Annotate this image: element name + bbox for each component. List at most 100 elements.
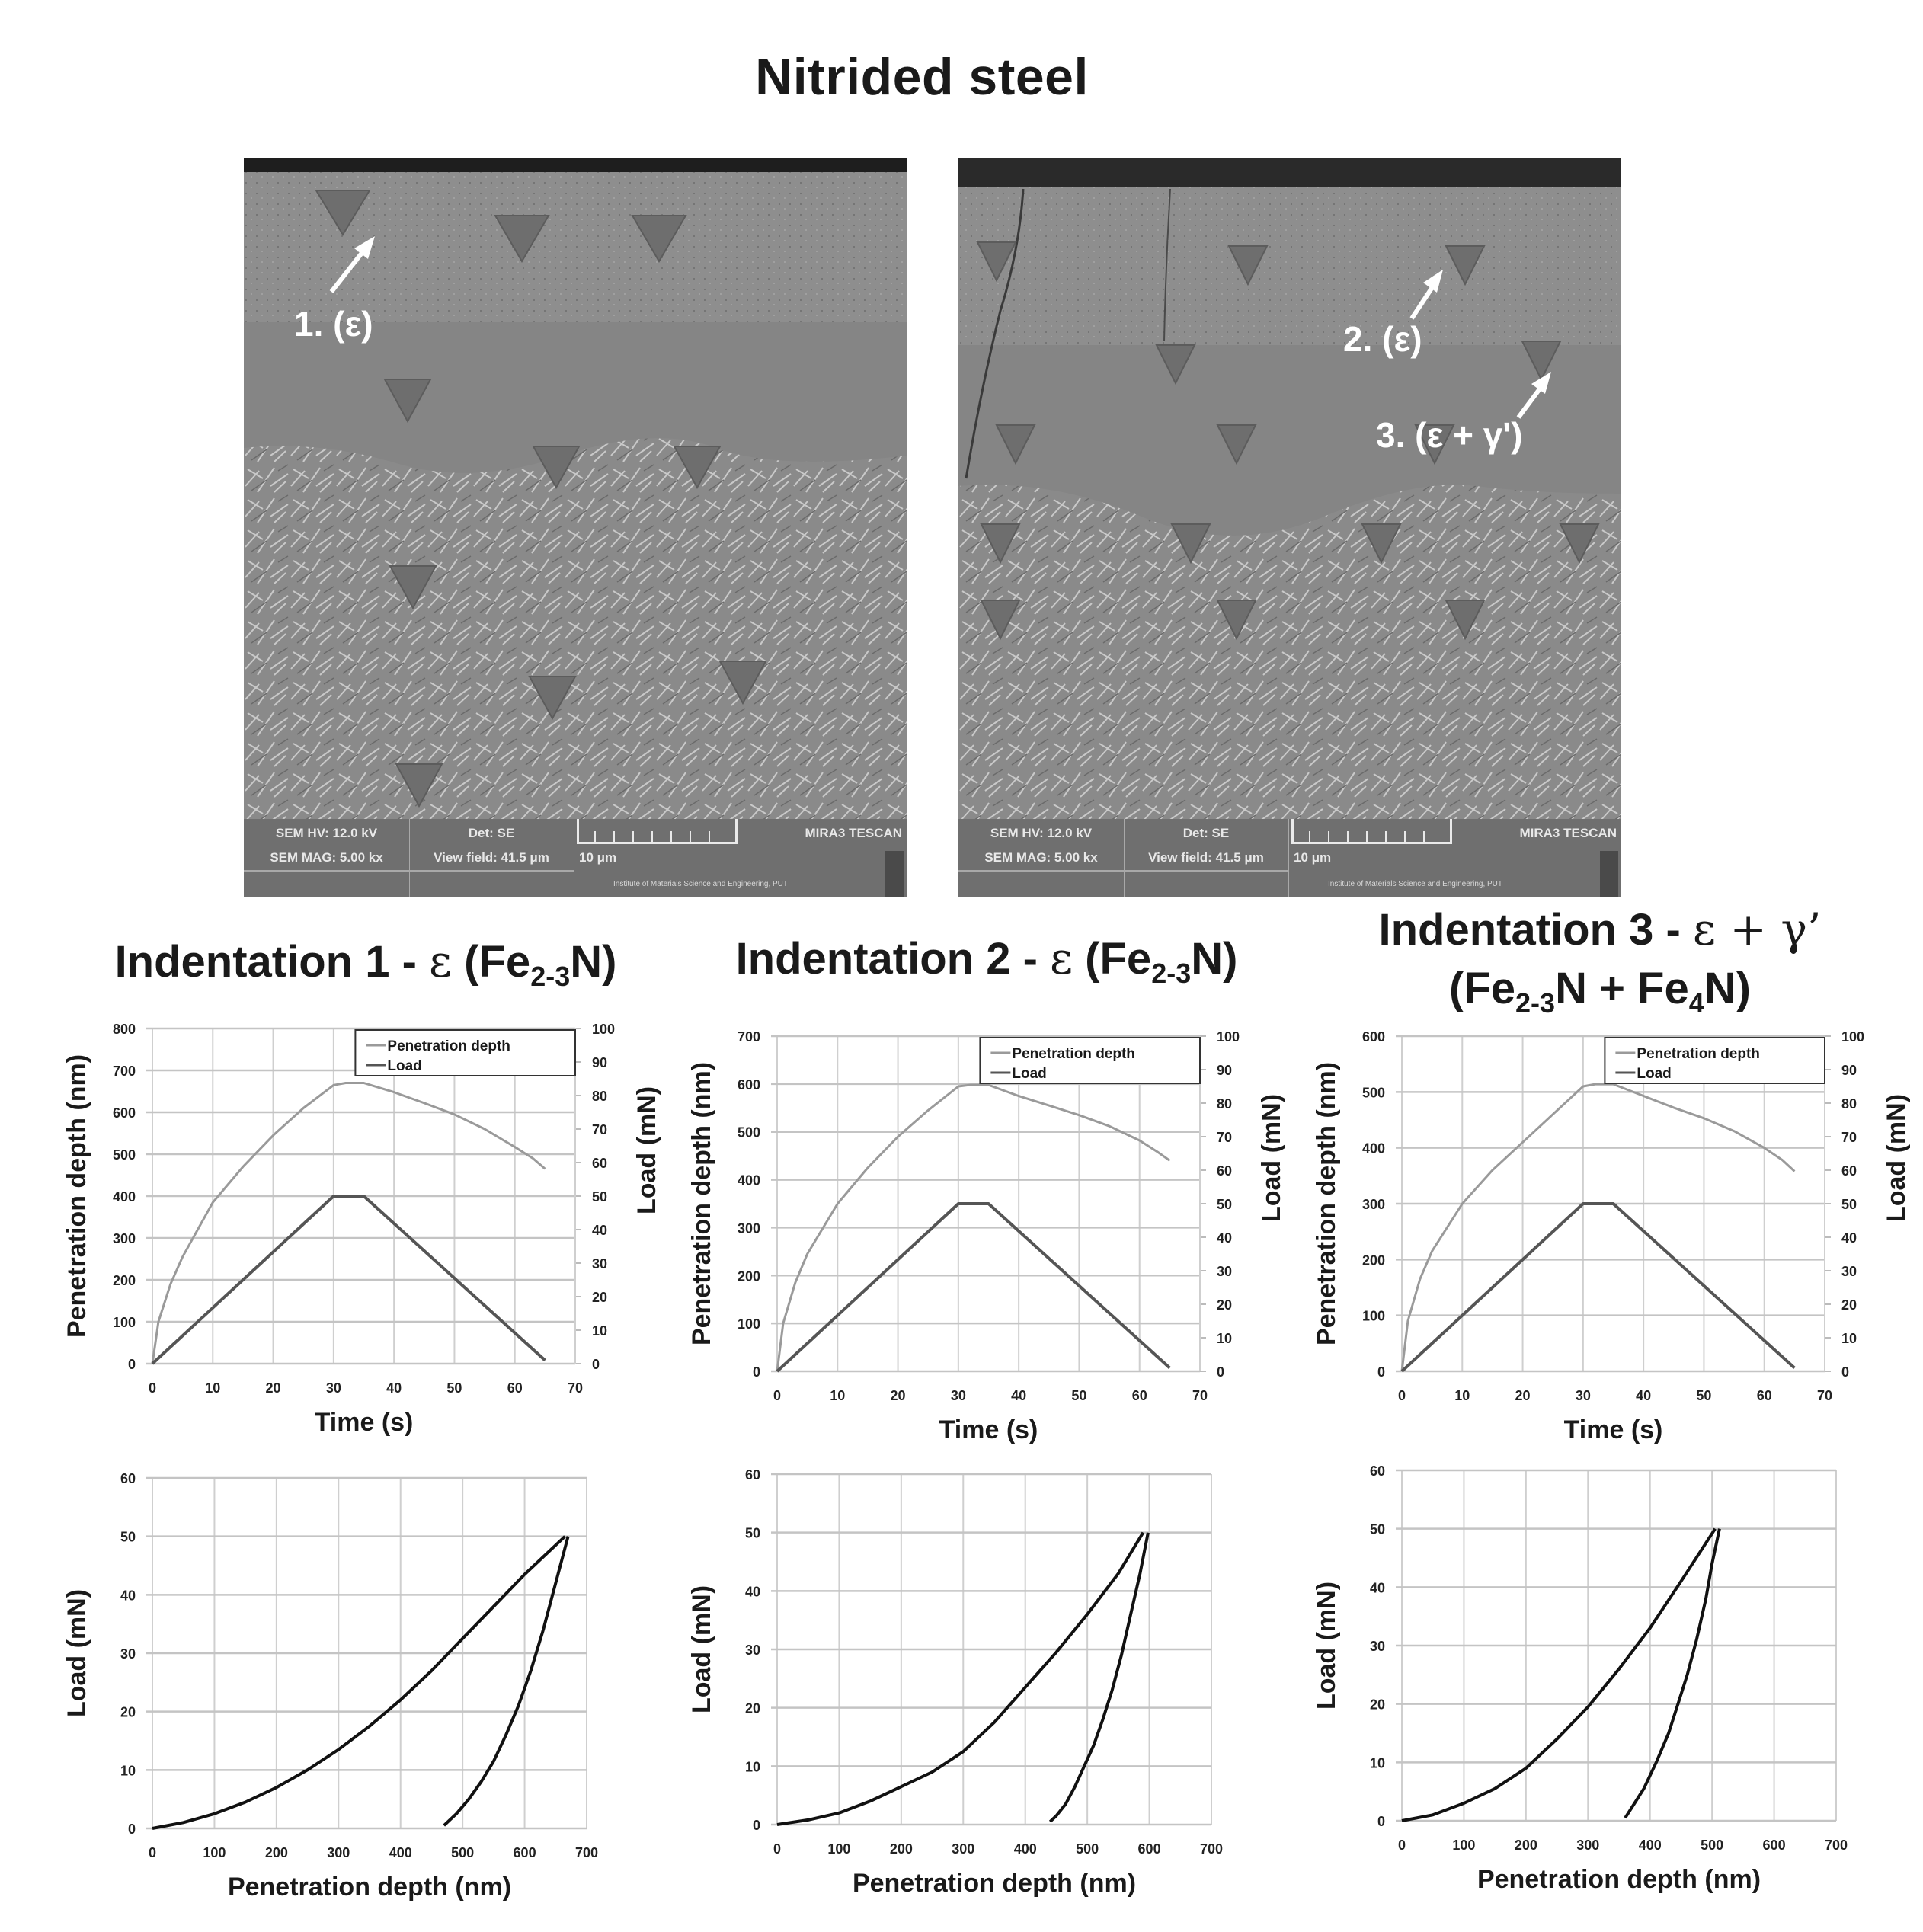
x-tick-label: 200: [890, 1841, 913, 1857]
y2-axis-label: Load (mN): [632, 1086, 661, 1214]
series-line: [152, 1535, 566, 1830]
series-line: [151, 1195, 546, 1365]
x-axis-label: Time (s): [315, 1408, 414, 1437]
y2-tick-label: 0: [1217, 1364, 1224, 1380]
series-line: [1400, 1083, 1796, 1372]
sem-image-left: 1. (ε) SEM HV: 12.0 kV Det: SE SEM MAG: …: [244, 158, 907, 897]
series-line: [1624, 1528, 1721, 1819]
x-tick-label: 10: [1454, 1388, 1470, 1403]
x-tick-label: 200: [265, 1845, 288, 1860]
y2-tick-label: 100: [1841, 1029, 1864, 1044]
x-tick-label: 40: [1636, 1388, 1651, 1403]
x-tick-label: 300: [327, 1845, 350, 1860]
y-tick-label: 0: [753, 1818, 760, 1833]
y-tick-label: 700: [738, 1029, 760, 1044]
indentation-3-title: Indentation 3 - ε + γ’ (Fe2-3N + Fe4N): [1378, 904, 1822, 1019]
y-tick-label: 100: [1362, 1309, 1385, 1324]
x-tick-label: 300: [1576, 1838, 1599, 1853]
series-line: [1048, 1532, 1150, 1823]
sem-detector: Det: SE: [1182, 826, 1230, 840]
y2-tick-label: 70: [1217, 1130, 1232, 1145]
y2-tick-label: 0: [592, 1357, 600, 1372]
legend-label: Load: [387, 1058, 421, 1074]
y-axis-label: Penetration depth (nm): [1312, 1062, 1341, 1345]
sem-hv: SEM HV: 12.0 kV: [990, 826, 1093, 840]
y2-tick-label: 40: [592, 1223, 607, 1238]
x-tick-label: 60: [1757, 1388, 1772, 1403]
y2-tick-label: 10: [1217, 1331, 1232, 1346]
sem-brand: MIRA3 TESCAN: [805, 826, 902, 840]
x-tick-label: 70: [568, 1380, 583, 1396]
y-tick-label: 0: [1377, 1364, 1385, 1380]
y-tick-label: 200: [113, 1273, 136, 1288]
institute-logo-icon: [885, 851, 904, 897]
load-depth-chart-1: 0 100 200 300 400 500 600 700 0 10 20 30 40 50 60 Penet…: [46, 1463, 640, 1902]
gridlines: [146, 1476, 587, 1830]
annotation-label-3: 3. (ε + γ'): [1376, 415, 1523, 455]
load-depth-chart-3: 0 100 200 300 400 500 600 700 0 10 20 30 40 50 60 Penet…: [1295, 1455, 1889, 1894]
x-tick-label: 500: [451, 1845, 474, 1860]
sem-mag: SEM MAG: 5.00 kx: [270, 850, 383, 865]
y-tick-label: 400: [738, 1173, 760, 1188]
y-tick-label: 0: [128, 1357, 136, 1372]
y-tick-label: 30: [1370, 1639, 1385, 1654]
x-tick-label: 600: [1763, 1838, 1786, 1853]
chart-legend: Penetration depth Load: [979, 1037, 1201, 1084]
y-tick-label: 200: [738, 1268, 760, 1284]
y-tick-label: 0: [128, 1822, 136, 1837]
y2-tick-label: 60: [1217, 1163, 1232, 1179]
y-tick-label: 500: [738, 1125, 760, 1140]
y2-tick-label: 10: [592, 1323, 607, 1339]
y2-tick-label: 70: [1841, 1130, 1857, 1145]
y2-tick-label: 50: [1217, 1197, 1232, 1212]
scale-label: 10 μm: [1294, 850, 1332, 865]
x-tick-label: 70: [1817, 1388, 1832, 1403]
y2-tick-label: 30: [592, 1256, 607, 1271]
x-tick-label: 700: [1825, 1838, 1848, 1853]
y2-tick-label: 70: [592, 1122, 607, 1137]
scale-bar: [1291, 819, 1452, 844]
y-tick-label: 300: [113, 1231, 136, 1246]
y-tick-label: 30: [120, 1646, 136, 1662]
y2-tick-label: 30: [1841, 1264, 1857, 1279]
x-tick-label: 0: [1398, 1388, 1406, 1403]
x-tick-label: 40: [1011, 1388, 1026, 1403]
legend-label: Penetration depth: [1637, 1046, 1760, 1062]
series-line: [776, 1083, 1171, 1372]
figure-title: Nitrided steel: [755, 48, 1089, 106]
y2-tick-label: 20: [592, 1290, 607, 1305]
legend-label: Load: [1637, 1066, 1671, 1082]
series-line: [443, 1536, 570, 1827]
sem-detector: Det: SE: [468, 826, 515, 840]
x-tick-label: 200: [1515, 1838, 1537, 1853]
x-axis-label: Time (s): [1564, 1415, 1663, 1444]
y2-tick-label: 100: [592, 1022, 615, 1037]
y2-tick-label: 20: [1841, 1297, 1857, 1313]
x-tick-label: 50: [1696, 1388, 1711, 1403]
legend-label: Penetration depth: [1012, 1046, 1135, 1062]
y2-tick-label: 90: [592, 1055, 607, 1070]
series-line: [1400, 1202, 1796, 1373]
y2-tick-label: 40: [1217, 1230, 1232, 1246]
y-tick-label: 400: [113, 1189, 136, 1204]
chart-svg: 0 10 20 30 40 50 60 70 0 100 200 300 400 500 600 0 10 20 3…: [1312, 1029, 1911, 1444]
arrow-icon: [1516, 372, 1551, 419]
x-axis-label: Penetration depth (nm): [853, 1869, 1136, 1898]
y-tick-label: 10: [745, 1759, 760, 1774]
y-tick-label: 40: [745, 1584, 760, 1599]
x-tick-label: 0: [773, 1388, 781, 1403]
series-line: [1401, 1527, 1717, 1822]
x-tick-label: 10: [830, 1388, 845, 1403]
sem-view-field: View field: 41.5 μm: [1148, 850, 1264, 865]
x-tick-label: 60: [507, 1380, 523, 1396]
x-tick-label: 50: [1071, 1388, 1086, 1403]
institute-text: Institute of Materials Science and Engin…: [1328, 880, 1503, 888]
y-tick-label: 700: [113, 1064, 136, 1079]
x-tick-label: 100: [203, 1845, 226, 1860]
time-chart-3: 0 10 20 30 40 50 60 70 0 100 200 300 400 500 600 0 10 20 3…: [1295, 1028, 1911, 1444]
x-tick-label: 40: [386, 1380, 402, 1396]
sem-view-field: View field: 41.5 μm: [434, 850, 549, 865]
series-line: [776, 1531, 1145, 1826]
y-tick-label: 0: [753, 1364, 760, 1380]
sem-info-bar-right: SEM HV: 12.0 kV Det: SE SEM MAG: 5.00 kx…: [958, 819, 1621, 897]
